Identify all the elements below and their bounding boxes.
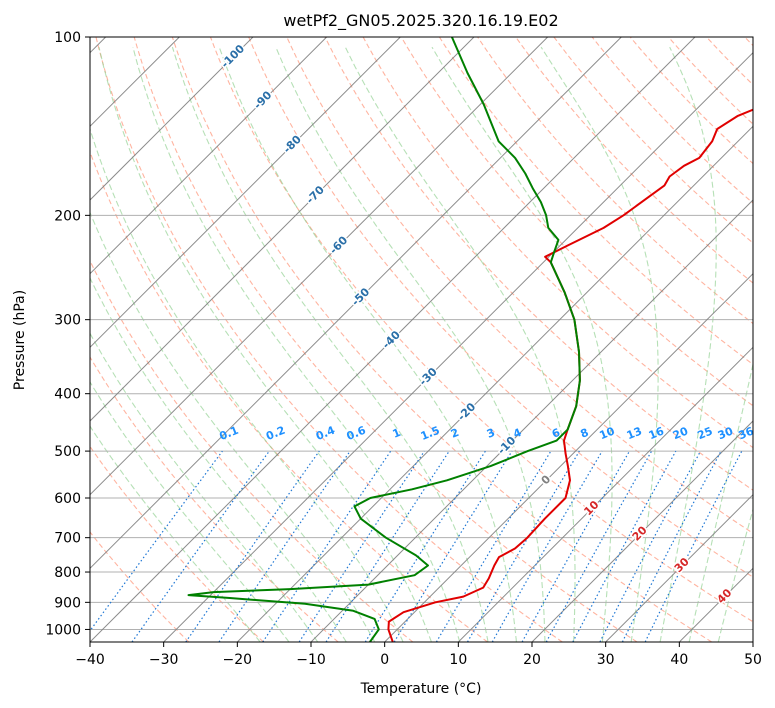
dry-adiabat <box>133 37 638 642</box>
y-tick-label: 400 <box>54 387 81 403</box>
dry-adiabat <box>95 37 563 642</box>
x-tick-label: −30 <box>149 652 179 668</box>
isotherm <box>163 51 753 642</box>
axis-ticks: −40 −30 −20 −10 0 10 20 30 40 50 100 200 300 400 500 60… <box>45 30 762 668</box>
isotherm <box>531 420 753 642</box>
y-tick-label: 900 <box>54 595 81 611</box>
y-tick-label: 100 <box>54 30 81 46</box>
dry-adiabat <box>248 37 753 578</box>
dry-adiabat <box>90 150 488 642</box>
mixing-ratio-line <box>131 450 270 642</box>
mixing-ratio-label: 3 <box>485 426 497 441</box>
mixing-ratio-label: 1 <box>391 426 403 441</box>
y-tick-label: 600 <box>54 491 81 507</box>
dry-adiabat <box>553 37 753 244</box>
mixing-ratio-line <box>572 450 677 642</box>
dry-adiabat <box>90 259 414 642</box>
y-tick-label: 200 <box>54 208 81 224</box>
dry-adiabat <box>400 37 753 407</box>
mixing-ratio-line <box>90 450 223 632</box>
mixing-ratio-line <box>325 450 450 642</box>
background-lines <box>90 37 753 642</box>
mixing-ratio-line <box>491 450 603 642</box>
isotherm <box>90 37 475 422</box>
mixing-ratio-line <box>393 450 513 642</box>
profile-lines <box>187 37 753 642</box>
dry-adiabat <box>438 37 753 366</box>
moist-adiabat <box>132 46 461 642</box>
mixing-ratio-label: 10 <box>598 424 617 442</box>
mixing-ratio-label: 16 <box>647 424 666 442</box>
x-tick-label: 50 <box>744 652 762 668</box>
y-tick-label: 800 <box>54 565 81 581</box>
isotherm <box>90 37 401 349</box>
moist-adiabat <box>171 46 489 642</box>
x-tick-label: −10 <box>296 652 326 668</box>
isotherm <box>310 199 753 642</box>
mixing-ratio-line <box>364 450 486 642</box>
y-tick-label: 700 <box>54 531 81 547</box>
isotherm <box>90 37 549 496</box>
moist-adiabat <box>90 276 347 642</box>
dewpoint-profile-line <box>187 37 581 642</box>
moist-adiabat <box>90 332 319 642</box>
mixing-ratio-line <box>466 450 580 642</box>
dry-adiabat <box>477 37 753 325</box>
y-tick-label: 500 <box>54 444 81 460</box>
mixing-ratio-line <box>545 450 653 642</box>
dry-adiabat <box>324 37 753 491</box>
mixing-ratio-label: 2 <box>449 426 461 441</box>
mixing-ratio-label: 36 <box>737 424 756 442</box>
chart-title: wetPf2_GN05.2025.320.16.19.E02 <box>283 11 558 31</box>
mixing-ratio-line <box>521 450 631 642</box>
moist-adiabat <box>431 46 613 642</box>
isotherm <box>384 272 753 642</box>
dry-adiabat <box>209 37 753 623</box>
isotherm <box>90 37 254 201</box>
x-tick-label: 40 <box>670 652 688 668</box>
moist-adiabat <box>659 46 717 642</box>
x-tick-label: 10 <box>449 652 467 668</box>
x-tick-label: 30 <box>597 652 615 668</box>
isotherm <box>457 346 753 642</box>
dry-adiabat <box>171 37 712 642</box>
mixing-ratio-label: 30 <box>716 424 735 442</box>
x-tick-label: 0 <box>380 652 389 668</box>
dry-adiabat <box>90 531 190 642</box>
moist-adiabat <box>275 46 546 642</box>
dry-adiabat <box>591 37 753 204</box>
mixing-ratio-line <box>218 450 351 642</box>
plot-frame <box>89 36 754 643</box>
mixing-ratio-label: 25 <box>695 424 714 442</box>
moist-adiabat <box>90 380 290 642</box>
x-tick-label: −20 <box>223 652 253 668</box>
y-tick-label: 1000 <box>45 622 81 638</box>
x-axis-label: Temperature (°C) <box>360 681 482 697</box>
isotherm <box>90 37 622 570</box>
dry-adiabat <box>90 356 339 642</box>
y-axis-label: Pressure (hPa) <box>12 290 28 390</box>
moist-adiabat <box>344 46 576 642</box>
moist-adiabat <box>90 211 376 642</box>
mixing-ratio-label: 20 <box>671 424 690 442</box>
moist-adiabat <box>540 46 659 642</box>
mixing-ratio-label: 13 <box>625 424 644 442</box>
isotherm <box>236 125 753 642</box>
moist-adiabat <box>90 425 261 642</box>
x-tick-label: 20 <box>523 652 541 668</box>
isotherm <box>605 493 753 642</box>
x-tick-label: −40 <box>75 652 105 668</box>
mixing-ratio-label: 8 <box>578 426 590 441</box>
isotherm <box>90 37 696 642</box>
mixing-ratio-line <box>435 450 552 642</box>
mixing-ratio-line <box>185 450 320 642</box>
dry-adiabat <box>286 37 753 534</box>
y-tick-label: 300 <box>54 313 81 329</box>
isotherm <box>90 37 328 275</box>
